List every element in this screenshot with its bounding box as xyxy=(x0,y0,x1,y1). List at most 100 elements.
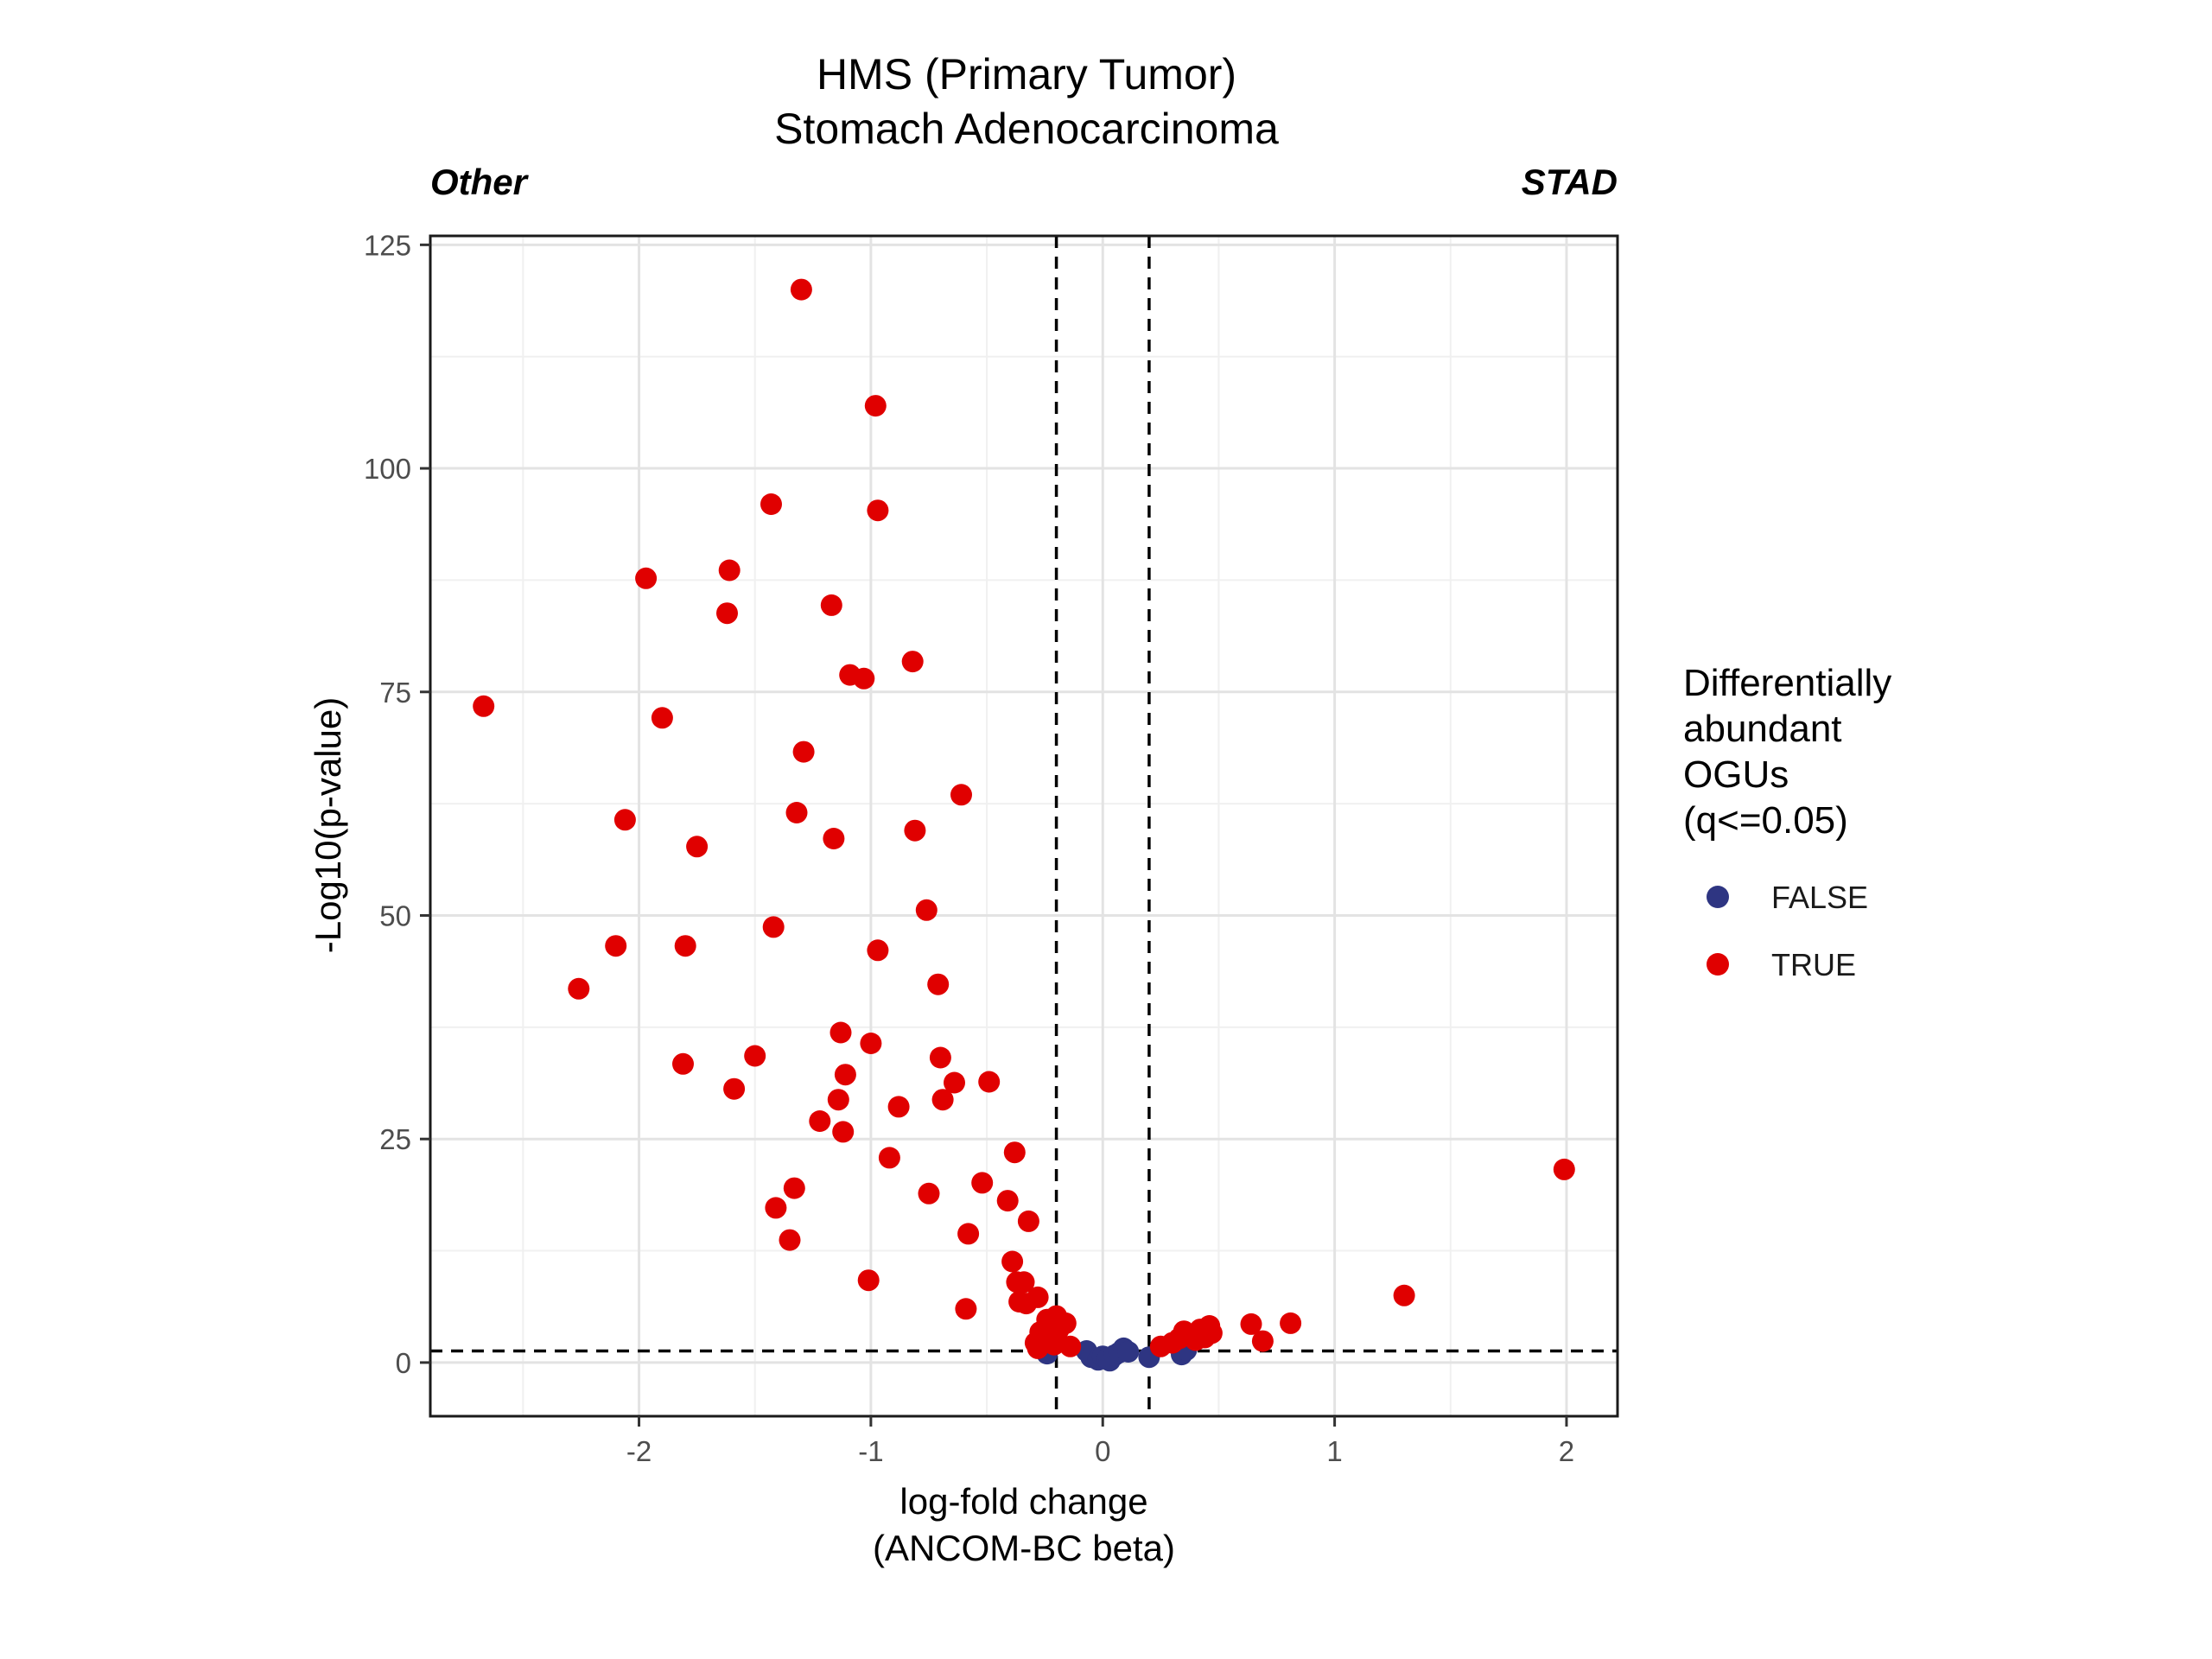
right-group-label: STAD xyxy=(1522,162,1618,202)
x-axis-ticks: -2 -1 0 1 2 xyxy=(626,1416,1574,1467)
point-true xyxy=(904,819,926,842)
point-true xyxy=(1043,1333,1065,1356)
point-true xyxy=(867,499,889,522)
y-tick-label: 25 xyxy=(379,1123,411,1155)
chart-title-line-2: Stomach Adenocarcinoma xyxy=(774,105,1279,153)
chart-title-line-1: HMS (Primary Tumor) xyxy=(817,50,1236,99)
x-tick-label: -1 xyxy=(858,1435,883,1467)
grid-minor-lines xyxy=(430,236,1618,1416)
point-true xyxy=(473,695,495,717)
point-true xyxy=(878,1147,900,1169)
point-true xyxy=(830,1021,852,1044)
x-tick-label: 1 xyxy=(1326,1435,1342,1467)
point-true xyxy=(783,1177,805,1199)
x-tick-label: -2 xyxy=(626,1435,652,1467)
y-tick-label: 100 xyxy=(364,453,411,485)
point-true xyxy=(1553,1158,1575,1180)
point-true xyxy=(651,707,673,729)
point-true xyxy=(672,1052,694,1075)
legend-title-line-3: OGUs xyxy=(1683,753,1789,796)
point-true xyxy=(1015,1293,1038,1315)
point-true xyxy=(718,559,741,582)
point-true xyxy=(864,395,887,417)
point-true xyxy=(931,1089,954,1111)
point-true xyxy=(887,1096,910,1118)
y-tick-label: 125 xyxy=(364,229,411,261)
point-true xyxy=(568,977,590,1000)
point-true xyxy=(955,1298,977,1320)
y-axis-ticks: 0 25 50 75 100 125 xyxy=(364,229,430,1379)
point-true xyxy=(1200,1322,1223,1344)
point-true xyxy=(944,1071,965,1094)
legend: Differentially abundant OGUs (q<=0.05) F… xyxy=(1683,662,1891,982)
point-true xyxy=(792,741,815,763)
legend-false-marker xyxy=(1707,886,1729,908)
point-true xyxy=(853,667,875,690)
point-true xyxy=(1280,1312,1302,1334)
point-true xyxy=(929,1046,951,1069)
point-true xyxy=(1036,1308,1058,1331)
point-true xyxy=(832,1121,855,1143)
point-true xyxy=(1027,1337,1049,1359)
point-true xyxy=(744,1045,766,1067)
series-false-points xyxy=(1036,1337,1198,1372)
point-true xyxy=(674,935,696,957)
point-true xyxy=(857,1269,880,1292)
y-axis-title: -Log10(p-value) xyxy=(308,697,348,954)
series-true-points xyxy=(473,278,1575,1359)
point-true xyxy=(834,1064,856,1086)
point-true xyxy=(760,493,782,515)
threshold-lines xyxy=(430,236,1618,1416)
point-true xyxy=(1240,1313,1262,1335)
point-true xyxy=(1017,1210,1039,1232)
point-true xyxy=(901,651,924,673)
point-true xyxy=(927,973,950,995)
point-false xyxy=(1117,1341,1140,1363)
x-axis-title-line-2: (ANCOM-BC beta) xyxy=(873,1528,1175,1568)
point-true xyxy=(1003,1141,1026,1164)
point-true xyxy=(950,784,972,806)
x-tick-label: 2 xyxy=(1559,1435,1574,1467)
point-true xyxy=(613,809,636,831)
point-true xyxy=(860,1033,882,1054)
point-true xyxy=(867,939,889,962)
point-true xyxy=(1059,1335,1082,1357)
point-true xyxy=(1013,1271,1035,1294)
point-true xyxy=(918,1182,940,1205)
legend-true-label: TRUE xyxy=(1771,947,1856,982)
point-true xyxy=(957,1223,980,1245)
point-true xyxy=(915,899,938,921)
point-true xyxy=(716,602,738,625)
point-true xyxy=(1001,1250,1024,1273)
point-true xyxy=(820,594,842,616)
x-tick-label: 0 xyxy=(1095,1435,1110,1467)
plot-panel-border xyxy=(429,234,1619,1418)
grid-major-lines xyxy=(430,236,1618,1416)
x-axis-title-line-1: log-fold change xyxy=(899,1481,1147,1522)
point-true xyxy=(723,1077,746,1100)
point-true xyxy=(790,278,812,301)
point-true xyxy=(605,935,627,957)
point-true xyxy=(978,1071,1001,1093)
legend-title-line-2: abundant xyxy=(1683,708,1842,750)
legend-title-line-1: Differentially xyxy=(1683,662,1891,704)
point-true xyxy=(1393,1284,1415,1306)
left-group-label: Other xyxy=(430,162,530,202)
point-true xyxy=(779,1229,801,1251)
y-tick-label: 0 xyxy=(396,1347,411,1379)
point-true xyxy=(686,836,709,858)
legend-true-marker xyxy=(1707,953,1729,976)
y-tick-label: 50 xyxy=(379,899,411,931)
point-true xyxy=(827,1089,849,1111)
point-true xyxy=(971,1172,994,1194)
point-true xyxy=(996,1190,1019,1212)
point-true xyxy=(1251,1330,1274,1352)
point-true xyxy=(785,802,808,823)
y-tick-label: 75 xyxy=(379,677,411,709)
point-true xyxy=(809,1110,831,1132)
legend-false-label: FALSE xyxy=(1771,880,1868,915)
point-true xyxy=(765,1197,787,1219)
point-true xyxy=(762,916,785,938)
legend-title-line-4: (q<=0.05) xyxy=(1683,799,1848,842)
